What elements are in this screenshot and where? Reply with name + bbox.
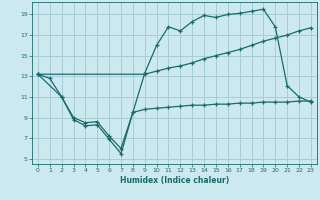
X-axis label: Humidex (Indice chaleur): Humidex (Indice chaleur) [120, 176, 229, 185]
